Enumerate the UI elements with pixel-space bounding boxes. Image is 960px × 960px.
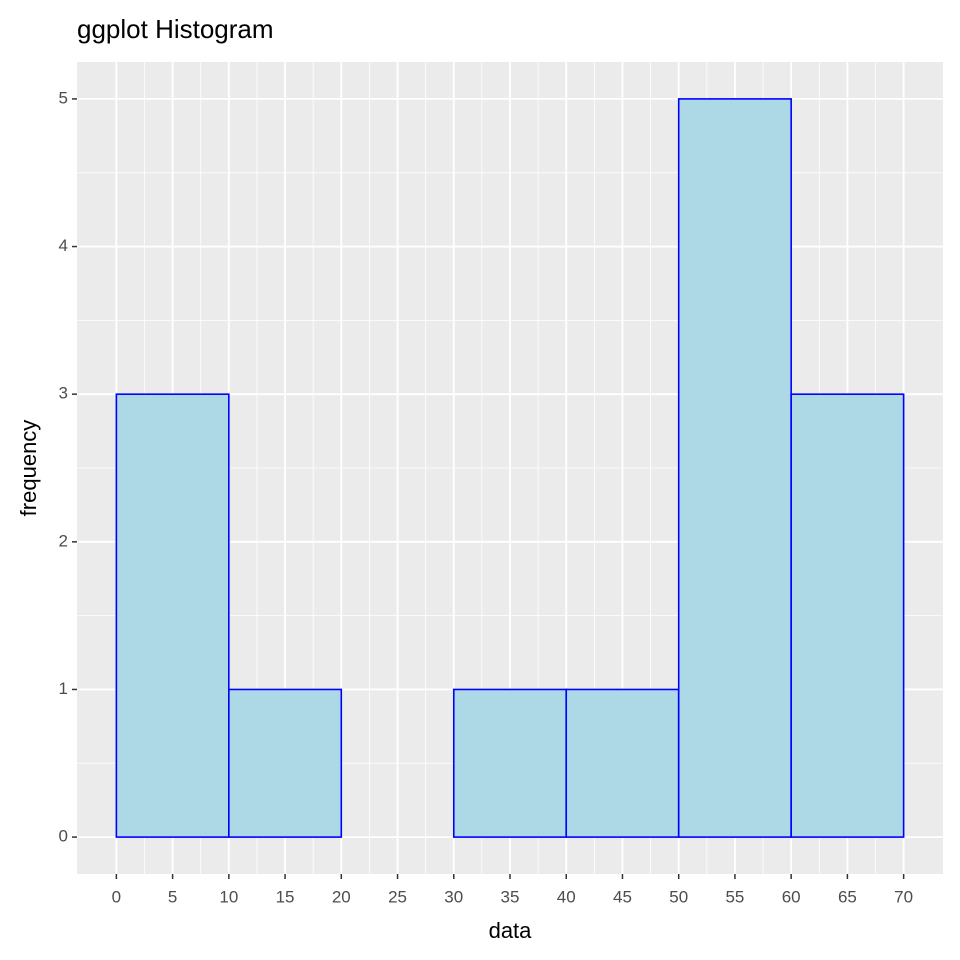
y-tick-label: 1: [59, 679, 68, 698]
x-tick-label: 60: [782, 887, 801, 906]
x-tick-label: 35: [501, 887, 520, 906]
x-tick-label: 5: [168, 887, 177, 906]
bar: [452, 688, 568, 838]
chart-title: ggplot Histogram: [77, 14, 274, 44]
y-tick-label: 4: [59, 236, 68, 255]
x-tick-label: 10: [219, 887, 238, 906]
x-tick-label: 65: [838, 887, 857, 906]
x-tick-label: 20: [332, 887, 351, 906]
x-tick-label: 25: [388, 887, 407, 906]
x-tick-label: 70: [894, 887, 913, 906]
x-tick-label: 55: [725, 887, 744, 906]
bar: [565, 688, 680, 838]
y-tick-label: 5: [59, 88, 68, 107]
bar: [677, 98, 792, 838]
y-axis-title: frequency: [16, 420, 41, 517]
x-tick-label: 0: [112, 887, 121, 906]
x-tick-label: 45: [613, 887, 632, 906]
x-axis-title: data: [489, 918, 533, 943]
y-tick-label: 0: [59, 827, 68, 846]
x-tick-label: 15: [276, 887, 295, 906]
y-tick-label: 2: [59, 531, 68, 550]
x-tick-label: 50: [669, 887, 688, 906]
bar: [228, 688, 343, 838]
y-tick-label: 3: [59, 384, 68, 403]
x-tick-label: 30: [444, 887, 463, 906]
bar: [790, 393, 905, 838]
bar: [115, 393, 230, 838]
x-tick-label: 40: [557, 887, 576, 906]
